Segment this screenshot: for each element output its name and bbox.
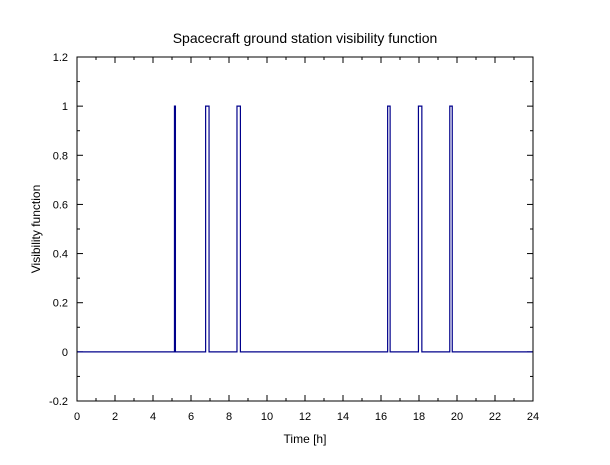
x-tick-label: 2 — [112, 411, 118, 423]
x-axis-title: Time [h] — [284, 432, 327, 446]
y-tick-label: 0.2 — [53, 298, 68, 310]
x-tick-label: 6 — [188, 411, 194, 423]
x-tick-label: 8 — [226, 411, 232, 423]
x-tick-label: 4 — [150, 411, 156, 423]
y-tick-label: 0.6 — [53, 199, 68, 211]
x-tick-label: 10 — [261, 411, 273, 423]
y-tick-label: 1 — [62, 101, 68, 113]
chart-title: Spacecraft ground station visibility fun… — [173, 30, 438, 46]
y-tick-label: -0.2 — [49, 396, 68, 408]
y-tick-label: 0.4 — [53, 249, 68, 261]
x-tick-label: 14 — [337, 411, 349, 423]
x-tick-label: 12 — [299, 411, 311, 423]
y-tick-label: 0 — [62, 347, 68, 359]
x-tick-label: 18 — [413, 411, 425, 423]
x-tick-label: 16 — [375, 411, 387, 423]
x-tick-label: 24 — [527, 411, 539, 423]
y-tick-label: 1.2 — [53, 52, 68, 64]
x-tick-label: 0 — [74, 411, 80, 423]
x-tick-label: 20 — [451, 411, 463, 423]
y-axis-title: Visibility function — [29, 185, 43, 274]
x-tick-label: 22 — [489, 411, 501, 423]
y-tick-label: 0.8 — [53, 150, 68, 162]
